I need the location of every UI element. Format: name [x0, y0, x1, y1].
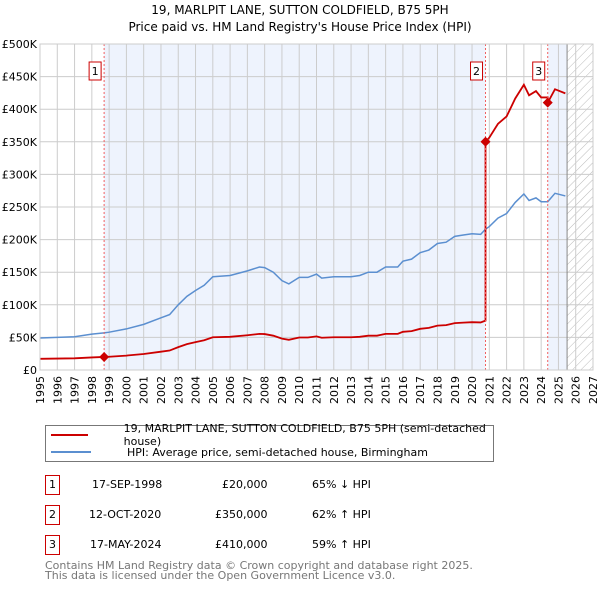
- property-line: [39, 82, 566, 360]
- sale-row: 3 17-MAY-2024 £410,000 59% ↑ HPI: [45, 535, 445, 555]
- x-tick-label: 2005: [207, 376, 220, 404]
- copyright-text: Contains HM Land Registry data © Crown c…: [45, 559, 473, 572]
- y-tick-label: £400K: [2, 103, 38, 116]
- licence-text: This data is licensed under the Open Gov…: [45, 569, 396, 582]
- sale-number: 1: [45, 475, 60, 495]
- x-tick-label: 2026: [570, 376, 583, 404]
- sale-row: 2 12-OCT-2020 £350,000 62% ↑ HPI: [45, 505, 445, 525]
- x-tick-label: 2008: [259, 376, 272, 404]
- sale-date: 17-MAY-2024: [90, 538, 162, 551]
- sale-label: 2: [473, 65, 480, 78]
- x-tick-label: 2015: [380, 376, 393, 404]
- sale-point: [99, 351, 110, 362]
- y-tick-label: £500K: [2, 38, 38, 51]
- legend-item-property: 19, MARLPIT LANE, SUTTON COLDFIELD, B75 …: [51, 422, 493, 448]
- y-tick-label: £250K: [2, 201, 38, 214]
- y-tick-label: £300K: [2, 168, 38, 181]
- x-tick-label: 2006: [224, 376, 237, 404]
- sale-hpi: 59% ↑ HPI: [312, 538, 371, 551]
- sale-hpi: 62% ↑ HPI: [312, 508, 371, 521]
- x-tick-label: 1995: [34, 376, 47, 404]
- x-tick-label: 2025: [552, 376, 565, 404]
- sale-label-box: [532, 61, 546, 81]
- x-tick-label: 1999: [103, 376, 116, 404]
- x-tick-label: 2000: [120, 376, 133, 404]
- x-tick-label: 2016: [397, 376, 410, 404]
- sale-label-box: [88, 61, 102, 81]
- sale-number: 3: [45, 535, 60, 555]
- legend-label: HPI: Average price, semi-detached house,…: [127, 445, 428, 459]
- x-tick-label: 2001: [138, 376, 151, 404]
- x-tick-label: 2019: [449, 376, 462, 404]
- x-tick-label: 2007: [241, 376, 254, 404]
- y-tick-label: £50K: [9, 331, 38, 344]
- sale-label: 1: [92, 65, 99, 78]
- footer: Contains HM Land Registry data © Crown c…: [45, 559, 473, 582]
- sale-date: 12-OCT-2020: [89, 508, 162, 521]
- y-tick-label: £200K: [2, 234, 38, 247]
- sale-point: [542, 97, 553, 108]
- sale-label: 3: [535, 65, 542, 78]
- price-chart: 19, MARLPIT LANE, SUTTON COLDFIELD, B75 …: [2, 3, 600, 404]
- sale-date: 17-SEP-1998: [92, 478, 163, 491]
- hpi-line-swatch: [51, 451, 91, 453]
- x-tick-label: 2014: [362, 376, 375, 404]
- x-tick-label: 1996: [51, 376, 64, 404]
- plot-border: [39, 43, 594, 371]
- x-tick-label: 1997: [69, 376, 82, 404]
- x-tick-label: 2011: [311, 376, 324, 404]
- x-tick-label: 2024: [535, 376, 548, 404]
- x-tick-label: 2017: [414, 376, 427, 404]
- legend-item-hpi: HPI: Average price, semi-detached house,…: [51, 444, 428, 460]
- x-tick-label: 2002: [155, 376, 168, 404]
- hpi-line: [39, 192, 566, 339]
- x-tick-label: 2013: [345, 376, 358, 404]
- y-tick-label: £0: [23, 364, 37, 377]
- x-tick-label: 2009: [276, 376, 289, 404]
- y-tick-label: £450K: [2, 71, 38, 84]
- x-tick-label: 2018: [431, 376, 444, 404]
- x-tick-label: 2020: [466, 376, 479, 404]
- x-tick-label: 2021: [483, 376, 496, 404]
- chart-subtitle: Price paid vs. HM Land Registry's House …: [128, 20, 471, 34]
- x-tick-label: 2012: [328, 376, 341, 404]
- legend-label: 19, MARLPIT LANE, SUTTON COLDFIELD, B75 …: [123, 422, 486, 448]
- sale-price: £410,000: [215, 538, 268, 551]
- sale-label-box: [470, 61, 484, 81]
- x-tick-label: 1998: [86, 376, 99, 404]
- y-tick-label: £100K: [2, 299, 38, 312]
- x-tick-label: 2023: [518, 376, 531, 404]
- x-tick-label: 2022: [501, 376, 514, 404]
- x-tick-label: 2003: [172, 376, 185, 404]
- y-tick-label: £150K: [2, 266, 38, 279]
- chart-title: 19, MARLPIT LANE, SUTTON COLDFIELD, B75 …: [151, 3, 448, 17]
- x-tick-label: 2010: [293, 376, 306, 404]
- y-tick-label: £350K: [2, 136, 38, 149]
- sale-price: £350,000: [215, 508, 268, 521]
- x-tick-label: 2004: [190, 376, 203, 404]
- sale-price: £20,000: [222, 478, 268, 491]
- sale-hpi: 65% ↓ HPI: [312, 478, 371, 491]
- sale-row: 1 17-SEP-1998 £20,000 65% ↓ HPI: [45, 475, 445, 495]
- sale-number: 2: [45, 505, 60, 525]
- sale-point: [480, 136, 491, 147]
- property-line-swatch: [51, 434, 88, 436]
- x-tick-label: 2027: [587, 376, 600, 404]
- legend: 19, MARLPIT LANE, SUTTON COLDFIELD, B75 …: [45, 422, 494, 462]
